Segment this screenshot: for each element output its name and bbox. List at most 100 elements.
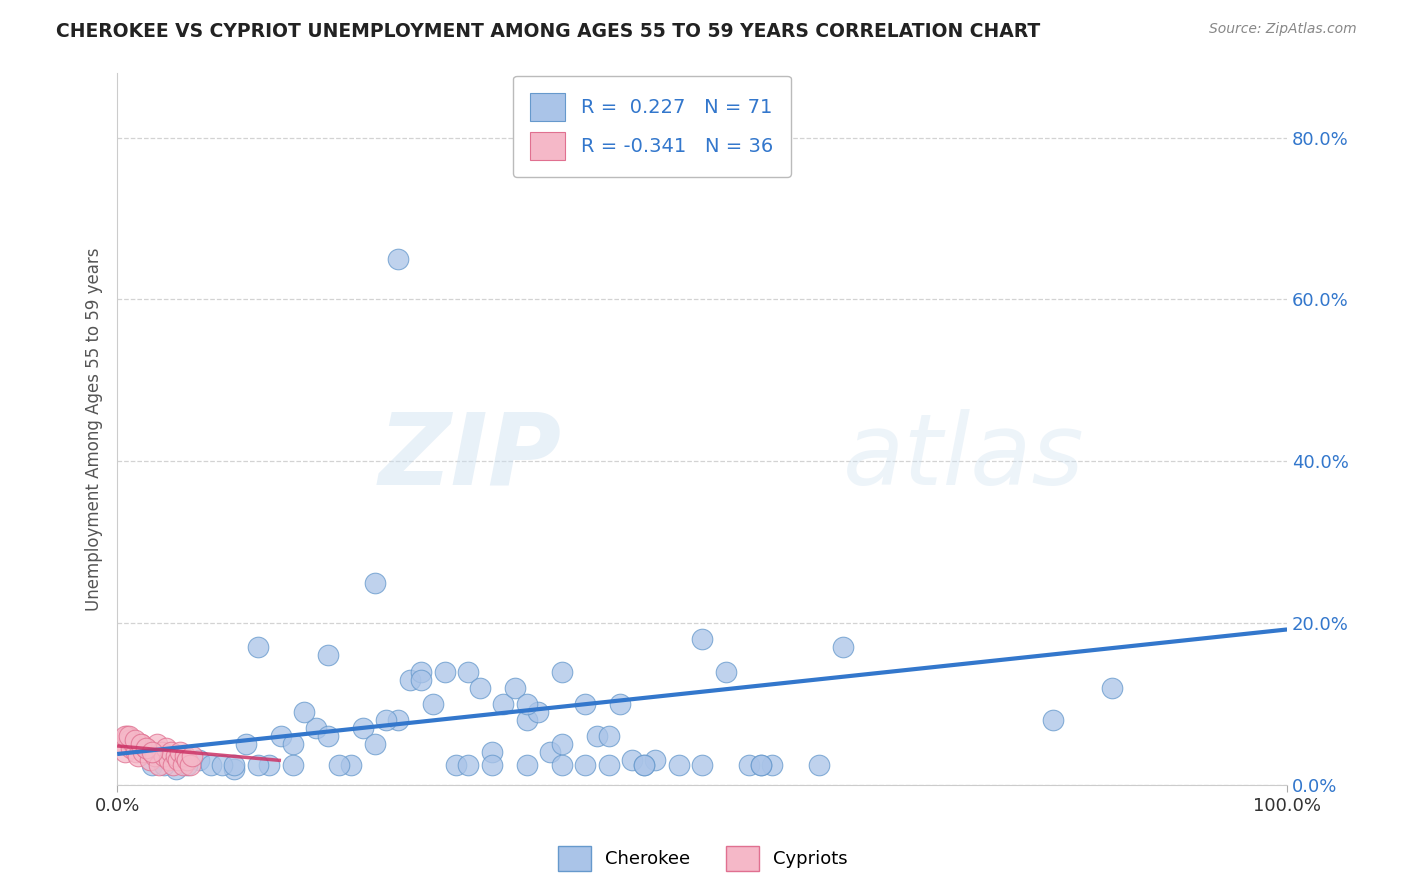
- Point: [114, 729, 136, 743]
- Point: [162, 757, 184, 772]
- Point: [141, 745, 163, 759]
- Point: [457, 757, 479, 772]
- Point: [690, 632, 713, 647]
- Point: [1042, 713, 1064, 727]
- Point: [169, 745, 191, 759]
- Point: [129, 737, 152, 751]
- Point: [224, 762, 246, 776]
- Point: [411, 665, 433, 679]
- Point: [160, 745, 183, 759]
- Point: [551, 757, 574, 772]
- Point: [363, 575, 385, 590]
- Point: [115, 729, 138, 743]
- Point: [129, 737, 152, 751]
- Point: [172, 757, 194, 772]
- Point: [328, 757, 350, 772]
- Point: [235, 737, 257, 751]
- Point: [211, 757, 233, 772]
- Point: [714, 665, 737, 679]
- Point: [585, 729, 607, 743]
- Point: [574, 697, 596, 711]
- Point: [516, 757, 538, 772]
- Point: [433, 665, 456, 679]
- Point: [270, 729, 292, 743]
- Point: [457, 665, 479, 679]
- Point: [155, 741, 177, 756]
- Point: [316, 729, 339, 743]
- Point: [644, 754, 666, 768]
- Point: [181, 749, 204, 764]
- Point: [551, 665, 574, 679]
- Point: [176, 754, 198, 768]
- Y-axis label: Unemployment Among Ages 55 to 59 years: Unemployment Among Ages 55 to 59 years: [86, 247, 103, 611]
- Point: [174, 749, 197, 764]
- Point: [690, 757, 713, 772]
- Point: [422, 697, 444, 711]
- Point: [305, 721, 328, 735]
- Point: [281, 737, 304, 751]
- Point: [516, 697, 538, 711]
- Point: [574, 757, 596, 772]
- Point: [481, 745, 503, 759]
- Point: [387, 713, 409, 727]
- Point: [112, 737, 135, 751]
- Point: [538, 745, 561, 759]
- Point: [259, 757, 281, 772]
- Point: [633, 757, 655, 772]
- Point: [668, 757, 690, 772]
- Point: [176, 757, 198, 772]
- Point: [446, 757, 468, 772]
- Point: [808, 757, 831, 772]
- Point: [375, 713, 398, 727]
- Point: [224, 757, 246, 772]
- Text: atlas: atlas: [842, 409, 1084, 506]
- Point: [281, 757, 304, 772]
- Point: [316, 648, 339, 663]
- Point: [200, 757, 222, 772]
- Text: ZIP: ZIP: [378, 409, 562, 506]
- Point: [132, 745, 155, 759]
- Point: [118, 733, 141, 747]
- Text: CHEROKEE VS CYPRIOT UNEMPLOYMENT AMONG AGES 55 TO 59 YEARS CORRELATION CHART: CHEROKEE VS CYPRIOT UNEMPLOYMENT AMONG A…: [56, 22, 1040, 41]
- Point: [831, 640, 853, 655]
- Point: [146, 737, 169, 751]
- Point: [118, 729, 141, 743]
- Point: [749, 757, 772, 772]
- Point: [165, 749, 187, 764]
- Point: [179, 757, 201, 772]
- Point: [468, 681, 491, 695]
- Point: [153, 757, 176, 772]
- Point: [167, 754, 190, 768]
- Point: [1101, 681, 1123, 695]
- Point: [114, 745, 136, 759]
- Point: [503, 681, 526, 695]
- Point: [551, 737, 574, 751]
- Point: [135, 741, 157, 756]
- Point: [246, 757, 269, 772]
- Legend: R =  0.227   N = 71, R = -0.341   N = 36: R = 0.227 N = 71, R = -0.341 N = 36: [513, 76, 790, 178]
- Point: [135, 741, 157, 756]
- Point: [143, 749, 166, 764]
- Point: [188, 754, 211, 768]
- Point: [411, 673, 433, 687]
- Point: [141, 745, 163, 759]
- Point: [141, 757, 163, 772]
- Point: [139, 754, 162, 768]
- Point: [761, 757, 783, 772]
- Point: [749, 757, 772, 772]
- Point: [492, 697, 515, 711]
- Point: [153, 749, 176, 764]
- Point: [340, 757, 363, 772]
- Point: [352, 721, 374, 735]
- Point: [633, 757, 655, 772]
- Point: [165, 762, 187, 776]
- Point: [120, 741, 142, 756]
- Point: [620, 754, 643, 768]
- Point: [598, 729, 620, 743]
- Point: [738, 757, 761, 772]
- Point: [398, 673, 420, 687]
- Point: [157, 754, 180, 768]
- Point: [609, 697, 631, 711]
- Point: [150, 745, 173, 759]
- Point: [527, 705, 550, 719]
